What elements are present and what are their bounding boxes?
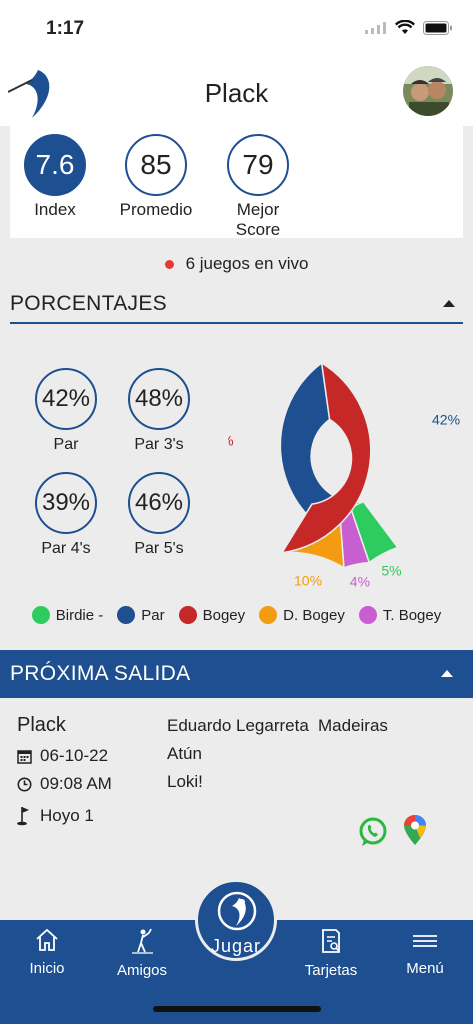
donut-label: 5% — [381, 562, 401, 578]
tab-amigos[interactable]: Amigos — [102, 928, 182, 979]
status-time: 1:17 — [46, 18, 85, 39]
pct-par5: 46% Par 5's — [119, 472, 199, 558]
donut-slice-bogey — [280, 361, 372, 554]
tab-menu[interactable]: Menú — [385, 928, 465, 977]
home-icon — [36, 928, 58, 951]
golf-flag-icon — [17, 807, 29, 826]
next-tee-date: 06-10-22 — [40, 746, 109, 765]
chart-legend: Birdie - Par Bogey D. Bogey T. Bogey — [0, 606, 473, 624]
stat-value: 85 — [125, 134, 187, 196]
donut-label: 4% — [350, 574, 370, 588]
pct-value: 39% — [35, 472, 97, 534]
legend-swatch — [117, 606, 136, 624]
play-button[interactable]: Jugar — [195, 879, 277, 961]
wifi-icon — [395, 20, 415, 34]
legend-item: Birdie - — [31, 606, 104, 624]
golf-ball-icon — [217, 891, 257, 931]
pct-label: Par 5's — [134, 540, 184, 557]
stat-promedio[interactable]: 85 Promedio — [111, 134, 201, 220]
golfer-icon — [132, 928, 153, 954]
home-indicator — [153, 1006, 321, 1012]
app-header: Plack — [0, 60, 473, 126]
scorecard-icon — [322, 929, 340, 953]
stat-label: Promedio — [119, 200, 193, 219]
donut-label: 10% — [294, 573, 322, 588]
legend-item: D. Bogey — [259, 606, 345, 624]
page-title: Plack — [204, 78, 269, 108]
clock-icon — [17, 777, 32, 791]
tab-label: Inicio — [29, 960, 65, 977]
stat-value: 7.6 — [24, 134, 86, 196]
tab-label: Amigos — [116, 962, 168, 979]
next-tee-player: Plack — [17, 714, 66, 736]
live-games-text: 6 juegos en vivo — [185, 254, 309, 273]
donut-label: 42% — [432, 412, 460, 428]
hamburger-menu-icon — [413, 935, 437, 947]
status-bar: 1:17 — [0, 0, 473, 60]
percentages-header[interactable]: PORCENTAJES — [10, 288, 463, 324]
next-tee-hole-row: Hoyo 1 — [17, 806, 94, 826]
caret-up-icon[interactable] — [443, 300, 455, 307]
tab-label: Tarjetas — [304, 962, 358, 979]
next-tee-course: Madeiras — [318, 716, 388, 735]
partner-name: Loki! — [167, 772, 203, 791]
legend-swatch — [259, 606, 278, 624]
tab-inicio[interactable]: Inicio — [7, 928, 87, 977]
legend-label: D. Bogey — [283, 606, 345, 624]
legend-swatch — [178, 606, 197, 624]
pct-value: 42% — [35, 368, 97, 430]
pct-par: 42% Par — [26, 368, 106, 454]
legend-item: Bogey — [178, 606, 246, 624]
user-avatar[interactable] — [403, 66, 453, 116]
whatsapp-icon[interactable] — [357, 816, 389, 848]
pct-label: Par 4's — [41, 540, 91, 557]
stat-label: Mejor Score — [235, 200, 281, 239]
pct-value: 46% — [128, 472, 190, 534]
next-tee-time-row: 09:08 AM — [17, 774, 112, 794]
stats-card: 7.6 Index 85 Promedio 79 Mejor Score — [10, 126, 463, 240]
next-tee-hole: Hoyo 1 — [40, 806, 94, 825]
section-title: PRÓXIMA SALIDA — [10, 662, 191, 685]
live-dot-icon — [164, 260, 174, 270]
pct-value: 48% — [128, 368, 190, 430]
legend-label: T. Bogey — [382, 606, 442, 624]
legend-swatch — [358, 606, 377, 624]
next-tee-time: 09:08 AM — [40, 774, 112, 793]
stat-best-score[interactable]: 79 Mejor Score — [213, 134, 303, 240]
pct-label: Par — [53, 436, 79, 453]
calendar-icon — [17, 749, 32, 764]
next-tee-header[interactable]: PRÓXIMA SALIDA — [0, 650, 473, 698]
legend-swatch — [31, 606, 50, 624]
donut-label: 39% — [228, 433, 234, 449]
pct-par4: 39% Par 4's — [26, 472, 106, 558]
section-title: PORCENTAJES — [10, 292, 167, 315]
score-donut-chart: 42% 5% 4% 10% 39% — [228, 361, 460, 588]
legend-label: Par — [141, 606, 165, 624]
live-games-link[interactable]: 6 juegos en vivo — [0, 254, 473, 274]
legend-item: Par — [117, 606, 165, 624]
pct-label: Par 3's — [134, 436, 184, 453]
legend-label: Birdie - — [55, 606, 104, 624]
stat-index[interactable]: 7.6 Index — [10, 134, 100, 220]
pct-par3: 48% Par 3's — [119, 368, 199, 454]
google-maps-icon[interactable] — [403, 814, 427, 846]
legend-label: Bogey — [202, 606, 246, 624]
stat-value: 79 — [227, 134, 289, 196]
stat-label: Index — [34, 200, 76, 219]
partner-name: Atún — [167, 744, 202, 763]
tab-tarjetas[interactable]: Tarjetas — [291, 928, 371, 979]
next-tee-date-row: 06-10-22 — [17, 746, 108, 766]
tab-label: Jugar — [210, 936, 262, 956]
tab-label: Menú — [406, 960, 444, 977]
legend-item: T. Bogey — [358, 606, 442, 624]
golfer-logo-icon[interactable] — [7, 66, 56, 127]
cellular-signal-icon — [365, 21, 386, 34]
battery-icon — [423, 20, 452, 35]
caret-up-icon[interactable] — [441, 670, 453, 677]
partner-name: Eduardo Legarreta — [167, 716, 309, 735]
